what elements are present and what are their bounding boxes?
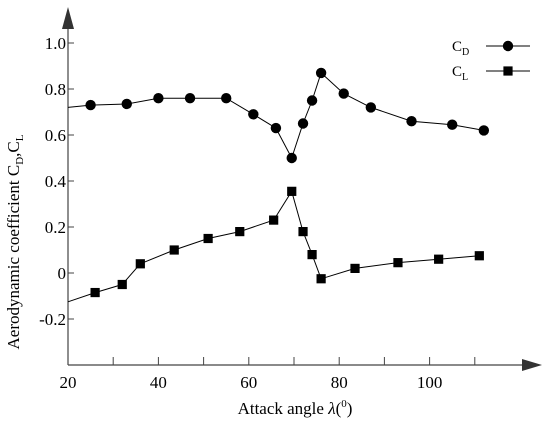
data-point [153,93,164,104]
x-tick-label: 60 [240,373,257,392]
data-point [307,250,317,260]
series-CD [67,67,490,164]
data-point [85,99,96,111]
y-tick-label: 0 [58,264,67,283]
legend-marker [503,66,513,76]
legend-item: CL [452,64,530,83]
x-tick-label: 80 [331,373,348,392]
data-point [478,125,490,136]
data-point [286,152,297,164]
y-tick-label: 0.4 [45,172,67,191]
data-point [406,116,417,127]
series-layer [67,67,490,303]
data-point [203,233,213,244]
data-point [350,263,360,273]
y-axis-title: Aerodynamic coefficient CD,CL [4,134,26,349]
x-axis-title: Attack angle λ(0) [238,398,353,418]
series-CL [67,186,484,303]
legend-marker [502,40,514,52]
data-point [221,93,232,104]
y-tick-label: 0.2 [45,218,66,237]
x-axis-arrow [522,359,542,371]
data-point [90,287,100,298]
legend: CD CL [452,39,530,83]
data-point [135,259,145,269]
data-point [121,98,132,110]
y-tick-label: -0.2 [39,310,66,329]
data-point [316,274,326,284]
data-point [393,258,403,268]
data-point [117,279,127,290]
data-point [248,109,259,120]
data-point [169,245,179,255]
data-point [269,215,279,225]
series-line [67,72,484,160]
axes: -0.2 0 0.2 0.4 0.6 0.8 1.0 20 40 60 80 100 [39,7,542,392]
data-point [315,67,327,79]
legend-item: CD [452,39,530,58]
x-tick-label: 40 [150,373,167,392]
legend-label: CL [452,64,468,83]
y-tick-label: 1.0 [45,34,66,53]
data-point [270,122,282,134]
data-point [184,93,196,104]
data-point [447,119,458,130]
data-point [474,251,484,261]
data-point [298,227,308,237]
data-point [306,95,318,106]
data-point [365,102,377,113]
data-point [434,254,444,264]
series-line [67,190,480,303]
x-tick-label: 20 [60,373,77,392]
data-point [297,118,309,129]
x-tick-label: 100 [417,373,443,392]
data-point [287,186,297,196]
y-tick-label: 0.8 [45,80,66,99]
y-tick-label: 0.6 [45,126,66,145]
legend-label: CD [452,39,469,58]
data-point [338,88,349,99]
y-axis-arrow [62,7,74,29]
data-point [235,227,245,237]
